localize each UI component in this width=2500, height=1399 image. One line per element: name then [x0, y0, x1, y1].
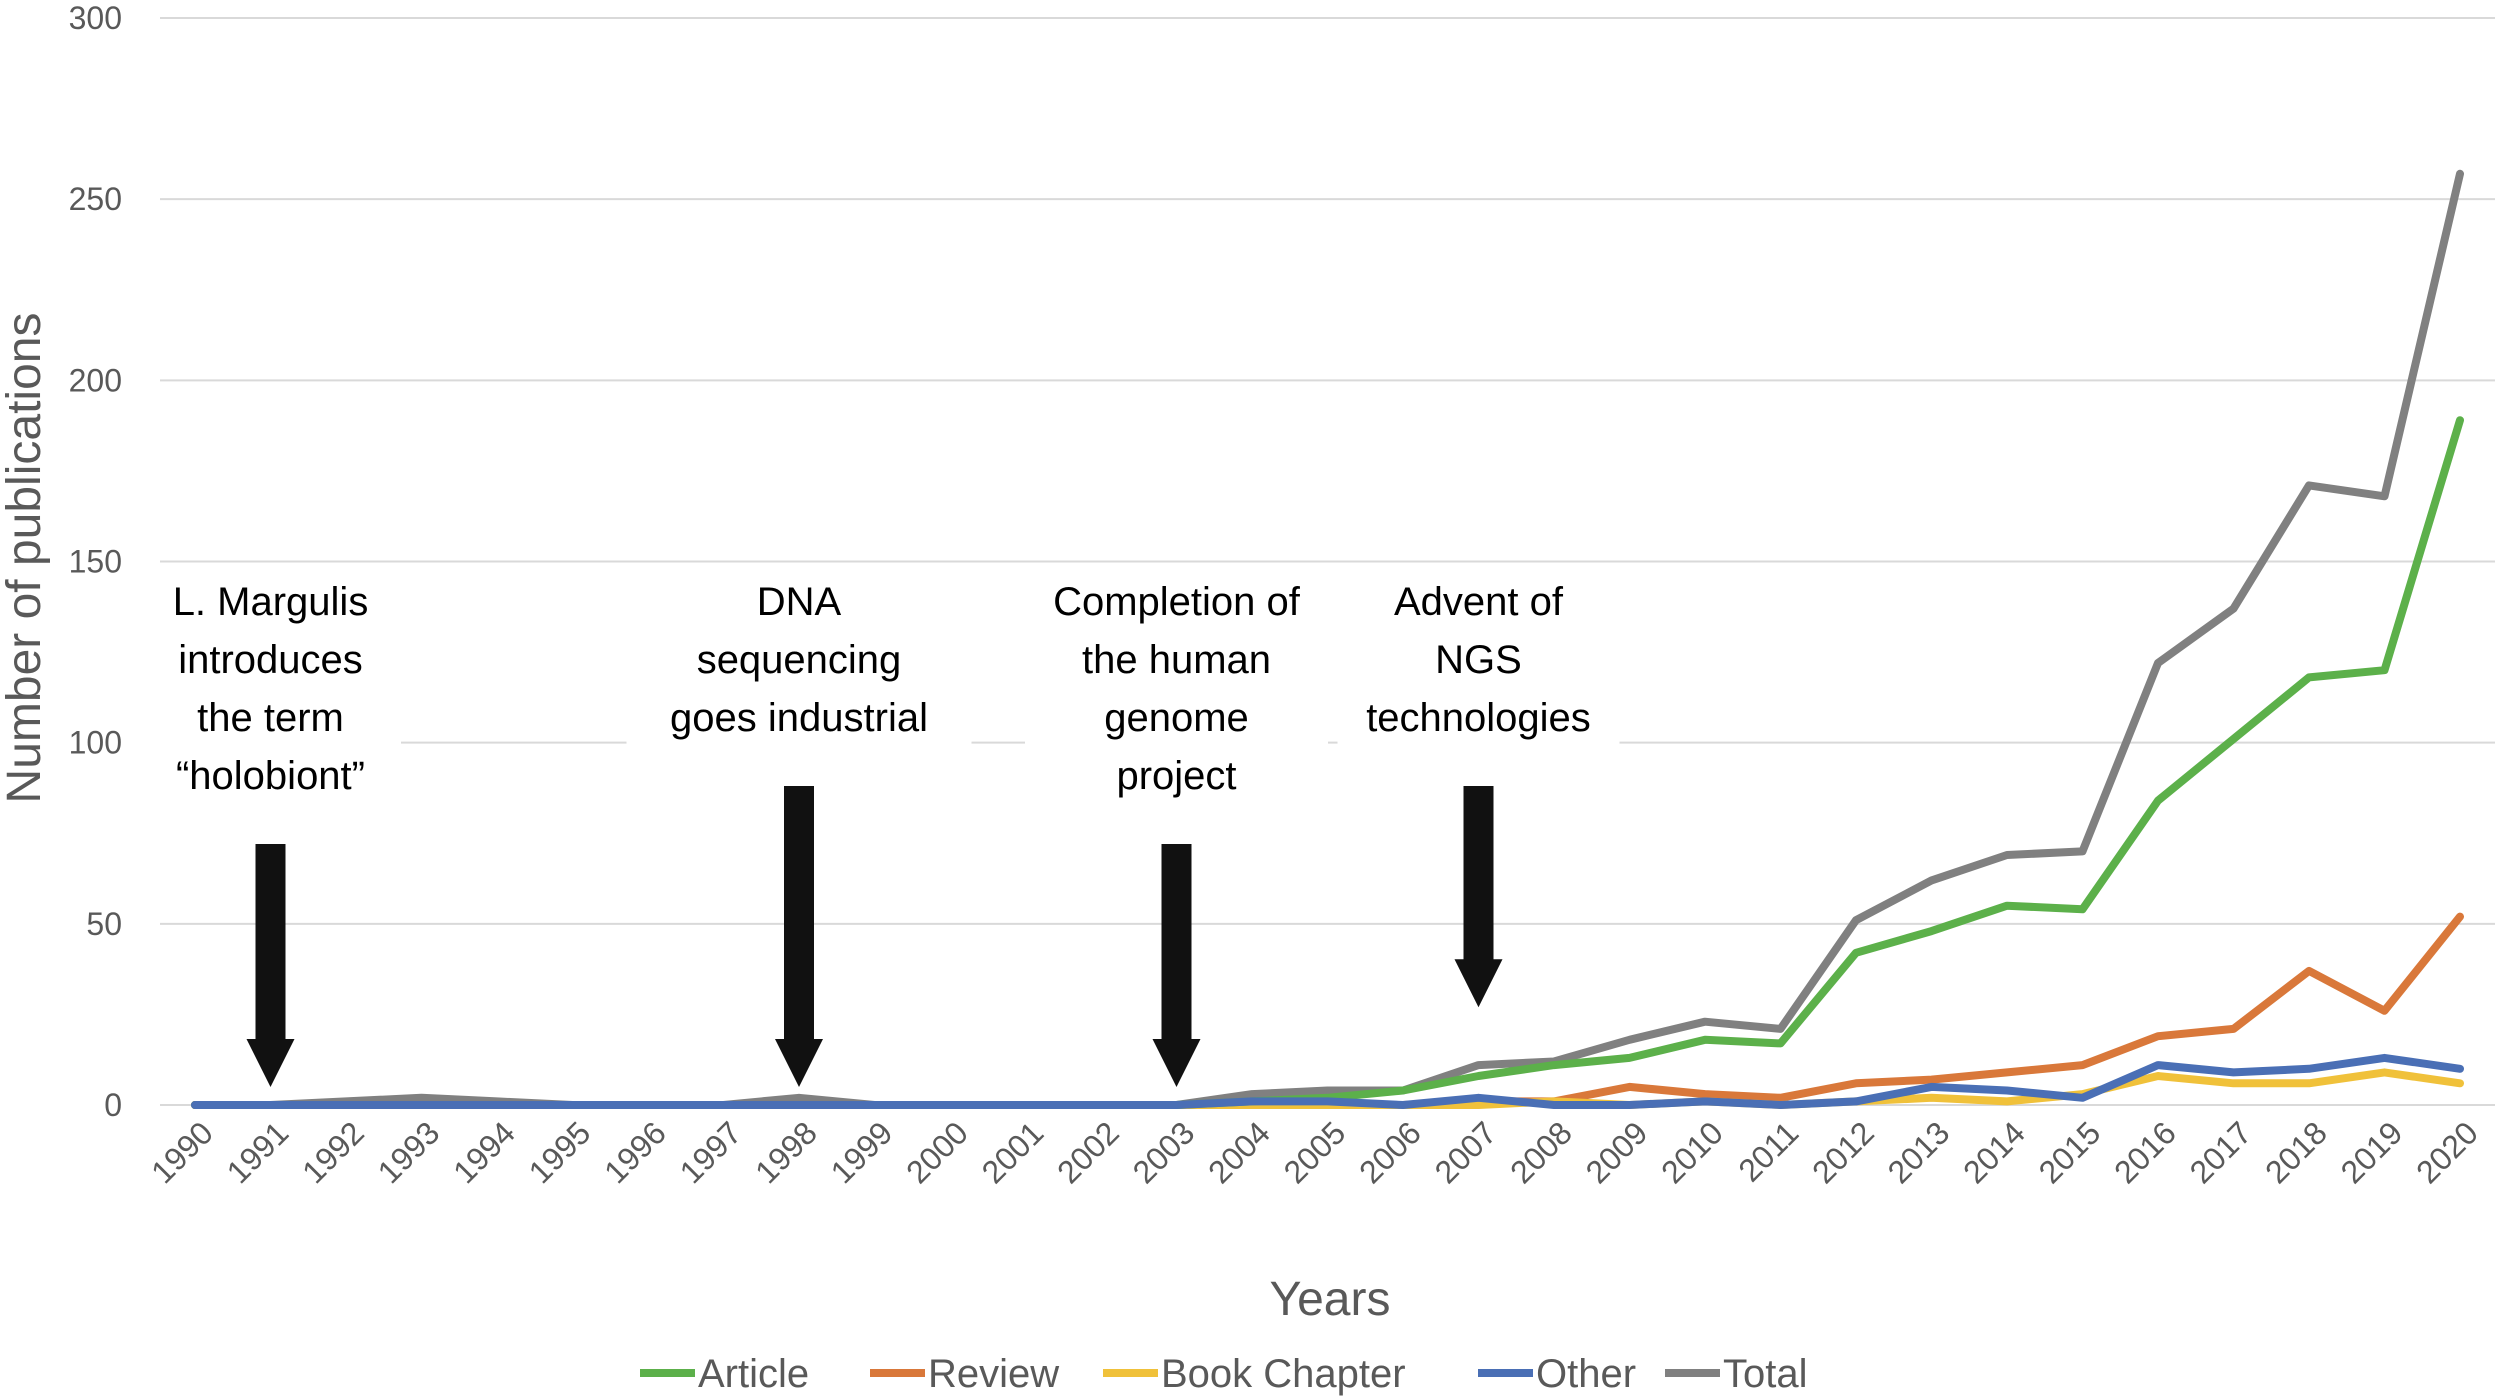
- series-line-review: [191, 912, 2464, 1109]
- y-axis-title: Number of publications: [0, 313, 51, 804]
- annotation-text: DNA: [757, 580, 842, 624]
- annotation: Completion of the human genome project: [1025, 570, 1328, 1087]
- annotation: Advent of NGS technologies: [1337, 570, 1620, 1008]
- annotation-background: [1025, 570, 1328, 812]
- gridlines: [160, 17, 2495, 1106]
- x-tick-label: 1995: [522, 1114, 598, 1190]
- y-tick-label: 100: [69, 725, 122, 761]
- annotation-text: goes industrial: [670, 696, 928, 740]
- x-tick-label: 1992: [295, 1114, 371, 1190]
- x-tick-label: 1994: [446, 1114, 522, 1190]
- annotation-background: [1337, 570, 1620, 754]
- x-tick-label: 2006: [1352, 1114, 1428, 1190]
- x-tick-label: 2014: [1956, 1114, 2032, 1190]
- x-tick-label: 2005: [1277, 1114, 1353, 1190]
- annotation-text: “holobiont”: [176, 754, 365, 798]
- x-axis-tick-labels: 1990 1991 1992 1993 1994 1995 1996 1997 1998 1999…: [144, 1114, 2485, 1190]
- x-tick-label: 2018: [2258, 1114, 2334, 1190]
- x-tick-label: 2015: [2032, 1114, 2108, 1190]
- annotations: L. Margulis introduces the term “holobiont”…: [140, 570, 1620, 1087]
- annotation-text: introduces: [178, 638, 363, 682]
- x-tick-label: 2019: [2334, 1114, 2410, 1190]
- annotation-text: the human: [1082, 638, 1271, 682]
- x-tick-label: 2012: [1805, 1114, 1881, 1190]
- annotation-text: technologies: [1366, 696, 1591, 740]
- x-tick-label: 1997: [673, 1114, 749, 1190]
- legend-label: Article: [698, 1352, 809, 1396]
- x-tick-label: 1990: [144, 1114, 220, 1190]
- annotation-background: [626, 570, 972, 754]
- annotation-text: L. Margulis: [173, 580, 369, 624]
- legend-label: Other: [1536, 1352, 1636, 1396]
- annotation-text: Completion of: [1053, 580, 1301, 624]
- series-line-other: [191, 1053, 2464, 1109]
- x-tick-label: 2020: [2409, 1114, 2485, 1190]
- x-tick-label: 2016: [2107, 1114, 2183, 1190]
- y-tick-label: 250: [69, 181, 122, 217]
- x-axis-title: Years: [1270, 1273, 1391, 1326]
- y-tick-label: 0: [104, 1087, 122, 1123]
- x-tick-label: 2017: [2183, 1114, 2259, 1190]
- annotation: DNA sequencing goes industrial: [626, 570, 972, 1087]
- x-tick-label: 1993: [371, 1114, 447, 1190]
- y-tick-label: 150: [69, 544, 122, 580]
- x-tick-label: 1998: [748, 1114, 824, 1190]
- x-tick-label: 2009: [1579, 1114, 1655, 1190]
- annotation-arrow: [246, 844, 295, 1087]
- legend-label: Book Chapter: [1161, 1352, 1406, 1396]
- annotation-arrow: [1454, 786, 1503, 1008]
- annotation-text: Advent of: [1394, 580, 1564, 624]
- annotation-text: genome: [1104, 696, 1249, 740]
- y-tick-label: 50: [86, 906, 122, 942]
- legend-label: Review: [928, 1352, 1059, 1396]
- annotation-text: project: [1116, 754, 1236, 798]
- x-tick-label: 2003: [1126, 1114, 1202, 1190]
- series-lines: [191, 169, 2464, 1109]
- x-tick-label: 2013: [1881, 1114, 1957, 1190]
- y-tick-label: 300: [69, 0, 122, 36]
- annotation-text: NGS: [1435, 638, 1522, 682]
- legend-item: Total: [1665, 1352, 1808, 1396]
- annotation-arrow: [1152, 844, 1201, 1087]
- legend: Article Review Book Chapter Other Total: [640, 1352, 1808, 1396]
- legend-item: Article: [640, 1352, 809, 1396]
- y-tick-label: 200: [69, 362, 122, 398]
- x-tick-label: 2008: [1503, 1114, 1579, 1190]
- x-tick-label: 2004: [1201, 1114, 1277, 1190]
- annotation-text: sequencing: [697, 638, 902, 682]
- legend-item: Other: [1478, 1352, 1636, 1396]
- annotation: L. Margulis introduces the term “holobiont”: [140, 570, 401, 1087]
- x-tick-label: 1991: [220, 1114, 296, 1190]
- x-tick-label: 2011: [1731, 1114, 1805, 1188]
- legend-label: Total: [1723, 1352, 1808, 1396]
- x-tick-label: 1996: [597, 1114, 673, 1190]
- x-tick-label: 2002: [1050, 1114, 1126, 1190]
- legend-item: Review: [870, 1352, 1059, 1396]
- annotation-arrow: [775, 786, 823, 1087]
- annotation-background: [140, 570, 401, 812]
- annotation-text: the term: [197, 696, 344, 740]
- x-tick-label: 2010: [1654, 1114, 1730, 1190]
- x-tick-label: 2001: [975, 1114, 1051, 1190]
- legend-item: Book Chapter: [1103, 1352, 1406, 1396]
- y-axis-tick-labels: 0 50 100 150 200 250 300: [69, 0, 122, 1123]
- x-tick-label: 2007: [1428, 1114, 1504, 1190]
- x-tick-label: 1999: [824, 1114, 900, 1190]
- x-tick-label: 2000: [899, 1114, 975, 1190]
